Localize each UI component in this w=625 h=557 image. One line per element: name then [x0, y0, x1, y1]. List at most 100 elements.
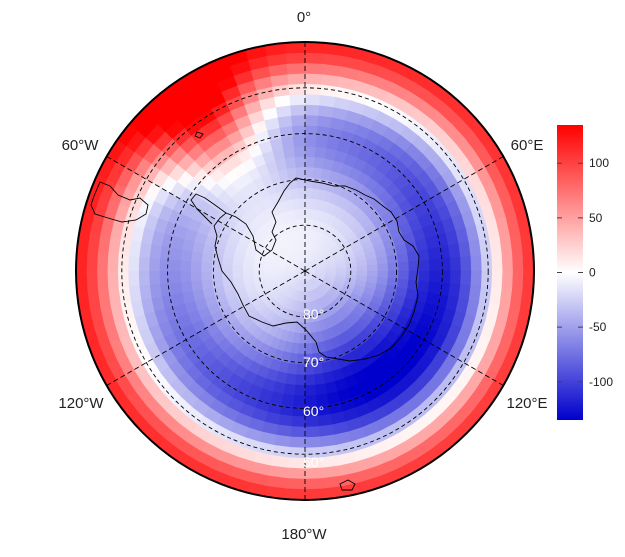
field-cell	[501, 252, 514, 272]
field-cell	[169, 281, 183, 295]
field-cell	[294, 374, 306, 386]
field-cell	[522, 250, 534, 272]
field-cell	[304, 343, 313, 355]
field-cell	[277, 115, 293, 128]
meridian-60	[304, 156, 504, 272]
field-cell	[285, 478, 306, 490]
lon-label-0: 0°	[297, 9, 311, 26]
field-cell	[396, 252, 410, 264]
field-cell	[169, 247, 183, 261]
field-cell	[304, 166, 315, 179]
map-outer-border	[75, 41, 535, 501]
field-cell	[437, 245, 451, 260]
field-cell	[290, 104, 306, 116]
antarctica-coastline	[213, 177, 420, 362]
colorbar-tick-label: 0	[589, 266, 596, 280]
field-cell	[289, 436, 306, 449]
field-cell	[304, 426, 320, 438]
field-cell	[429, 258, 441, 272]
field-cell	[512, 251, 524, 272]
field-cell	[377, 270, 389, 279]
field-cell	[304, 488, 326, 500]
field-cell	[138, 256, 150, 272]
field-cell	[449, 270, 462, 285]
field-cell	[304, 62, 324, 75]
field-cell	[460, 256, 472, 272]
field-cell	[287, 72, 306, 85]
field-cell	[304, 384, 317, 397]
lon-label-60w: 60°W	[62, 137, 100, 154]
field-cell	[491, 270, 504, 289]
field-cell	[76, 270, 88, 292]
field-cell	[304, 42, 326, 54]
field-cell	[427, 281, 441, 295]
field-cell	[470, 255, 483, 272]
field-cell	[291, 114, 306, 127]
field-cell	[290, 426, 306, 438]
field-cell	[158, 270, 171, 285]
field-cell	[284, 488, 306, 500]
field-cell	[291, 124, 306, 137]
latitude-circle-80	[258, 224, 352, 318]
field-cell	[200, 270, 213, 281]
field-cell	[315, 135, 329, 149]
latitude-labels: 80° 70° 60° 50°	[303, 306, 324, 470]
colorbar-tick-label: -50	[589, 320, 607, 334]
field-cell	[284, 156, 297, 169]
field-cell	[429, 270, 441, 284]
field-cell	[317, 115, 333, 128]
field-cell	[427, 247, 441, 261]
colorbar-tick-label: 50	[589, 211, 603, 225]
field-cell	[418, 259, 431, 272]
field-cell	[106, 253, 119, 272]
field-cell	[293, 145, 306, 158]
field-cell	[397, 261, 410, 272]
field-cell	[106, 270, 119, 289]
field-cell	[300, 218, 306, 230]
field-cell	[470, 270, 483, 287]
field-cell	[480, 254, 493, 272]
field-cell	[313, 373, 326, 386]
field-cell	[286, 166, 298, 180]
field-cell	[522, 270, 534, 292]
field-cell	[281, 393, 295, 407]
field-cell	[169, 258, 181, 272]
field-cell	[512, 270, 524, 291]
colorbar-tick-label: 100	[589, 156, 609, 170]
field-cell	[297, 343, 306, 355]
field-cell	[231, 270, 244, 278]
field-cell	[304, 187, 313, 199]
field-cell	[335, 267, 347, 272]
field-cell	[314, 383, 328, 396]
field-cell	[76, 250, 88, 272]
field-cell	[200, 261, 213, 272]
latitude-circle-50	[121, 87, 489, 455]
field-cell	[252, 270, 264, 276]
field-cell	[127, 255, 140, 272]
field-cell	[304, 114, 319, 127]
field-cell	[290, 187, 299, 200]
island-near-bottom	[339, 479, 356, 491]
field-cell	[387, 270, 400, 280]
south-america-tip	[90, 181, 149, 223]
meridian-300	[106, 156, 306, 272]
field-cell	[117, 270, 130, 288]
field-cell	[301, 229, 306, 241]
field-cell	[298, 197, 306, 210]
field-cell	[288, 83, 306, 96]
field-cell	[408, 270, 420, 282]
field-cell	[221, 277, 234, 286]
lat-label-60: 60°	[303, 403, 324, 419]
field-cell	[304, 478, 325, 490]
field-cell	[148, 270, 161, 285]
field-cell	[281, 135, 295, 149]
field-cell	[86, 270, 98, 291]
lat-label-70: 70°	[303, 354, 324, 370]
field-cell	[501, 270, 514, 290]
field-cell	[304, 374, 316, 386]
field-cell	[439, 257, 452, 272]
field-cell	[491, 253, 504, 272]
field-cell	[304, 93, 321, 106]
field-cell	[304, 156, 316, 168]
